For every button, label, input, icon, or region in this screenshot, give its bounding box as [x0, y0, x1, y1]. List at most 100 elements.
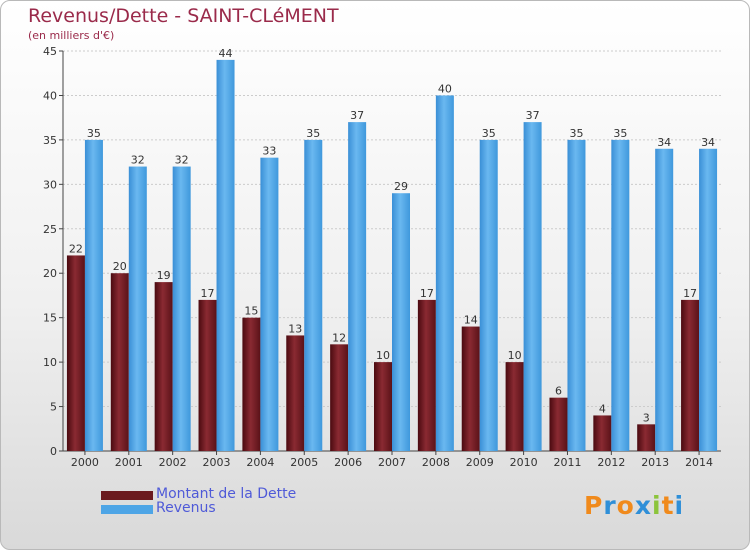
x-tick-label-2006: 2006 [334, 456, 362, 469]
x-tick-label-2012: 2012 [597, 456, 625, 469]
y-tick-label: 0 [50, 445, 57, 458]
bar-dette-2013 [637, 424, 656, 451]
data-label-revenus-2008: 40 [438, 82, 452, 95]
data-label-revenus-2001: 32 [131, 154, 145, 167]
bar-revenus-2002 [172, 166, 191, 452]
data-label-dette-2007: 10 [376, 349, 390, 362]
bar-dette-2012 [593, 415, 612, 451]
data-label-dette-2000: 22 [69, 242, 83, 255]
bar-dette-2007 [374, 362, 392, 451]
x-tick-label-2000: 2000 [71, 456, 99, 469]
logo-letter: o [616, 491, 635, 520]
bar-dette-2005 [286, 335, 305, 451]
x-tick-label-2004: 2004 [246, 456, 274, 469]
data-label-dette-2005: 13 [288, 322, 302, 335]
data-label-revenus-2010: 37 [526, 109, 540, 122]
logo-letter: r [603, 491, 617, 520]
data-label-revenus-2004: 33 [262, 145, 276, 158]
bar-revenus-2004 [260, 157, 279, 451]
data-label-revenus-2005: 35 [306, 127, 320, 140]
data-label-revenus-2013: 34 [657, 136, 671, 149]
x-tick-label-2009: 2009 [466, 456, 494, 469]
data-label-revenus-2002: 32 [175, 154, 189, 167]
y-tick-label: 25 [43, 223, 57, 236]
data-label-revenus-2009: 35 [482, 127, 496, 140]
data-label-dette-2006: 12 [332, 331, 346, 344]
data-label-revenus-2011: 35 [569, 127, 583, 140]
y-tick-label: 45 [43, 45, 57, 58]
bar-dette-2008 [417, 299, 436, 451]
data-label-dette-2014: 17 [683, 287, 697, 300]
bar-revenus-2001 [128, 166, 147, 452]
y-tick-label: 35 [43, 134, 57, 147]
data-label-dette-2003: 17 [201, 287, 215, 300]
data-label-revenus-2000: 35 [87, 127, 101, 140]
y-tick-label: 15 [43, 312, 57, 325]
data-label-dette-2002: 19 [157, 269, 171, 282]
logo-letter: i [652, 491, 662, 520]
bar-revenus-2011 [567, 139, 586, 451]
x-tick-label-2002: 2002 [159, 456, 187, 469]
proxiti-logo: Proxiti [584, 491, 684, 520]
bar-dette-2009 [461, 326, 480, 451]
legend-swatch-dette [101, 491, 153, 500]
legend-label-revenus: Revenus [156, 500, 216, 516]
data-label-dette-2012: 4 [599, 402, 606, 415]
logo-letter: P [584, 491, 604, 520]
x-tick-label-2003: 2003 [203, 456, 231, 469]
bar-dette-2006 [330, 344, 349, 451]
bar-dette-2011 [549, 397, 568, 451]
x-tick-label-2013: 2013 [641, 456, 669, 469]
bar-revenus-2010 [523, 122, 542, 451]
x-tick-label-2007: 2007 [378, 456, 406, 469]
legend-label-dette: Montant de la Dette [156, 486, 297, 502]
bar-dette-2003 [198, 299, 217, 451]
data-label-revenus-2006: 37 [350, 109, 364, 122]
data-label-dette-2008: 17 [420, 287, 434, 300]
bar-revenus-2014 [699, 148, 718, 451]
logo-letter: t [661, 491, 675, 520]
data-label-dette-2009: 14 [464, 314, 478, 327]
bar-dette-2004 [242, 317, 261, 451]
bar-dette-2000 [66, 255, 85, 451]
y-tick-label: 20 [43, 267, 57, 280]
bar-dette-2001 [110, 273, 129, 451]
data-label-dette-2004: 15 [244, 305, 258, 318]
x-tick-label-2008: 2008 [422, 456, 450, 469]
y-tick-label: 10 [43, 356, 57, 369]
bar-revenus-2006 [348, 122, 367, 451]
data-label-dette-2011: 6 [555, 385, 562, 398]
data-label-dette-2001: 20 [113, 260, 127, 273]
y-tick-label: 5 [50, 401, 57, 414]
bar-revenus-2000 [84, 139, 103, 451]
data-label-revenus-2014: 34 [701, 136, 715, 149]
bar-dette-2014 [681, 299, 700, 451]
legend-swatch-revenus [101, 505, 153, 514]
bar-revenus-2009 [479, 139, 498, 451]
bar-revenus-2008 [435, 95, 454, 451]
data-label-revenus-2003: 44 [219, 47, 233, 60]
bar-dette-2010 [505, 362, 524, 451]
data-label-revenus-2012: 35 [613, 127, 627, 140]
y-tick-label: 30 [43, 178, 57, 191]
logo-letter: x [634, 491, 652, 520]
y-tick-label: 40 [43, 89, 57, 102]
x-tick-label-2005: 2005 [290, 456, 318, 469]
x-tick-label-2010: 2010 [510, 456, 538, 469]
bar-dette-2002 [154, 282, 173, 451]
bar-revenus-2003 [216, 59, 235, 452]
bar-revenus-2013 [655, 148, 674, 451]
x-tick-label-2001: 2001 [115, 456, 143, 469]
data-label-dette-2010: 10 [508, 349, 522, 362]
data-label-dette-2013: 3 [643, 411, 650, 424]
x-tick-label-2011: 2011 [553, 456, 581, 469]
x-tick-label-2014: 2014 [685, 456, 713, 469]
data-label-revenus-2007: 29 [394, 180, 408, 193]
bar-revenus-2007 [392, 193, 410, 451]
bar-revenus-2012 [611, 139, 630, 451]
logo-letter: i [674, 491, 685, 520]
chart-subtitle: (en milliers d'€) [28, 29, 115, 42]
chart-title: Revenus/Dette - SAINT-CLéMENT [28, 5, 339, 27]
